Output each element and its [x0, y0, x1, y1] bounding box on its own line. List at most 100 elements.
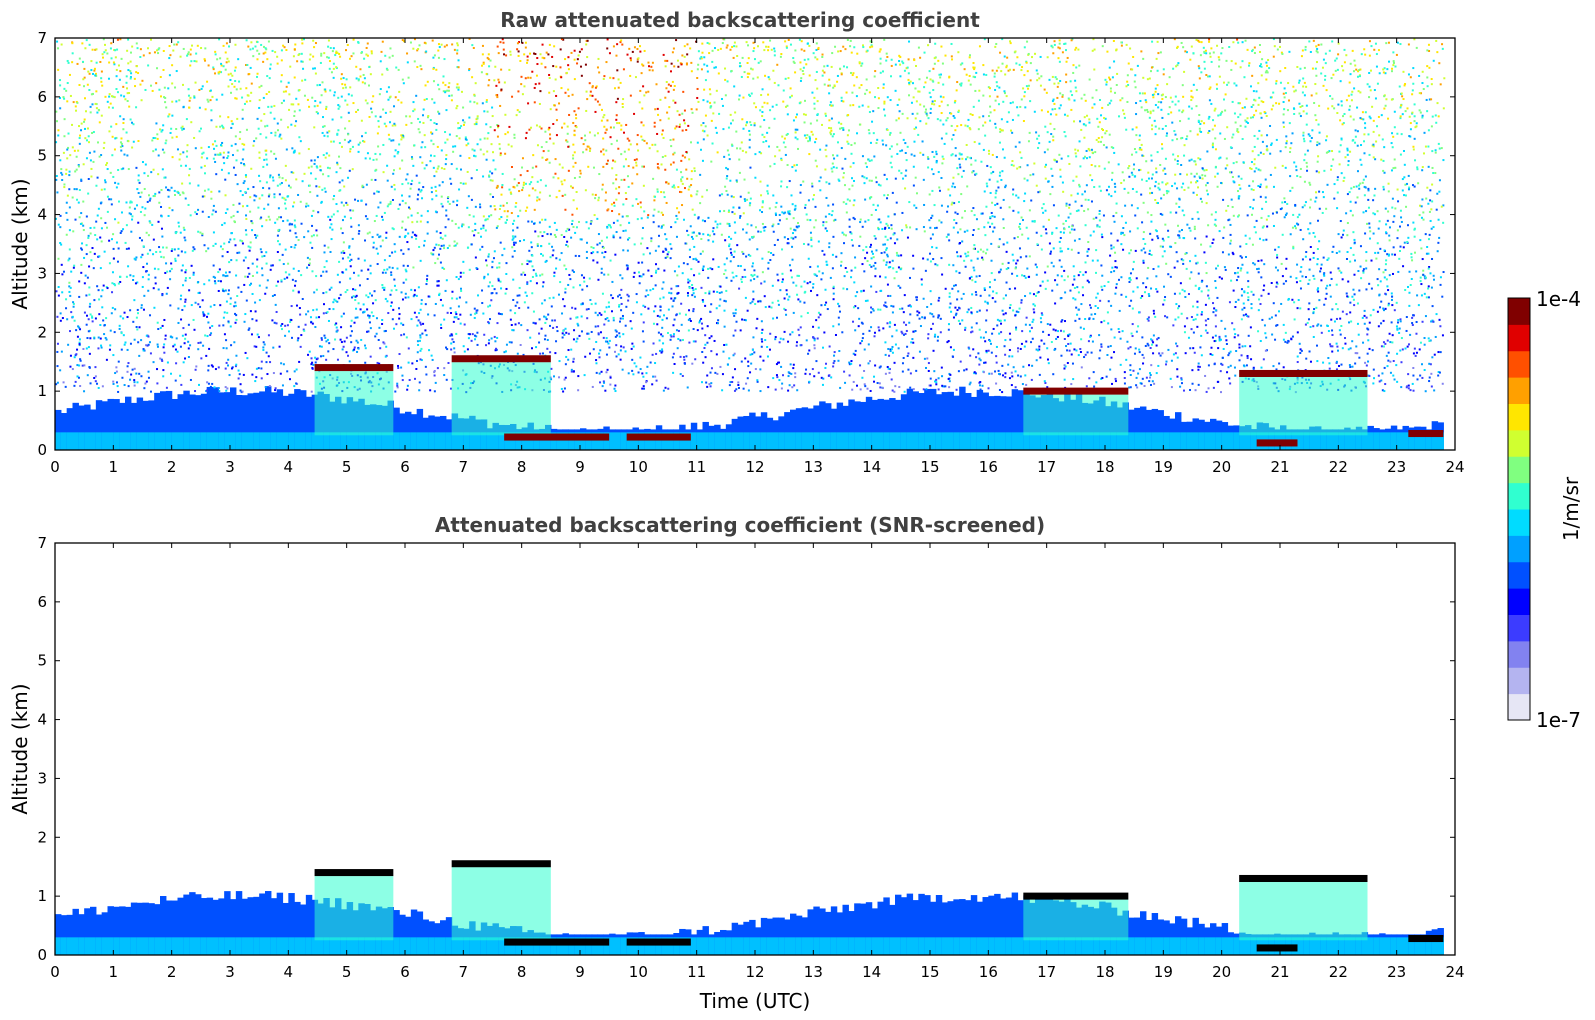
noise-speckle: [555, 340, 558, 343]
noise-speckle: [934, 263, 937, 266]
noise-speckle: [845, 202, 848, 205]
noise-speckle: [774, 155, 777, 158]
noise-speckle: [890, 64, 893, 67]
noise-speckle: [844, 381, 847, 384]
noise-speckle: [1098, 121, 1101, 124]
noise-speckle: [1360, 144, 1363, 147]
noise-speckle: [598, 103, 601, 106]
noise-speckle: [1257, 103, 1260, 106]
noise-speckle: [669, 257, 672, 260]
noise-speckle: [1075, 155, 1078, 158]
noise-speckle: [613, 201, 616, 204]
noise-speckle: [762, 359, 765, 362]
noise-speckle: [653, 125, 656, 128]
noise-speckle: [868, 179, 871, 182]
noise-speckle: [442, 90, 445, 93]
noise-speckle: [643, 94, 646, 97]
noise-speckle: [1004, 353, 1007, 356]
noise-speckle: [119, 115, 122, 118]
noise-speckle: [987, 115, 990, 118]
near-ground-cell: [428, 432, 435, 450]
noise-speckle: [1241, 106, 1244, 109]
noise-speckle: [1082, 273, 1085, 276]
noise-speckle: [852, 162, 855, 165]
noise-speckle: [1017, 211, 1020, 214]
near-ground-cell: [871, 432, 879, 450]
noise-speckle: [752, 50, 755, 53]
noise-speckle: [761, 115, 764, 118]
noise-speckle: [663, 269, 666, 272]
noise-speckle: [521, 93, 524, 96]
noise-speckle: [564, 193, 567, 196]
noise-speckle: [651, 61, 654, 64]
noise-speckle: [307, 166, 310, 169]
noise-speckle: [1391, 253, 1394, 256]
noise-speckle: [1032, 293, 1035, 296]
boundary-layer-cell: [760, 412, 768, 450]
noise-speckle: [1132, 168, 1135, 171]
noise-speckle: [678, 123, 681, 126]
boundary-layer-cell: [895, 399, 902, 450]
noise-speckle: [869, 46, 872, 49]
noise-speckle: [624, 158, 627, 161]
noise-speckle: [1086, 254, 1089, 257]
noise-speckle: [243, 143, 246, 146]
noise-speckle: [731, 376, 734, 379]
noise-speckle: [812, 286, 815, 289]
noise-speckle: [1178, 305, 1181, 308]
noise-speckle: [1056, 96, 1059, 99]
noise-speckle: [207, 100, 210, 103]
noise-speckle: [1298, 342, 1301, 345]
noise-speckle: [1176, 368, 1179, 371]
noise-speckle: [1214, 334, 1217, 337]
noise-speckle: [322, 125, 325, 128]
noise-speckle: [1035, 69, 1038, 72]
noise-speckle: [746, 62, 749, 65]
noise-speckle: [1204, 174, 1207, 177]
noise-speckle: [1348, 81, 1351, 84]
near-ground-cell: [469, 432, 476, 450]
noise-speckle: [1366, 222, 1369, 225]
noise-speckle: [776, 273, 779, 276]
noise-speckle: [1419, 341, 1422, 344]
noise-speckle: [147, 194, 150, 197]
noise-speckle: [691, 208, 694, 211]
noise-speckle: [1353, 238, 1356, 241]
noise-speckle: [280, 328, 283, 331]
noise-speckle: [1270, 96, 1273, 99]
noise-speckle: [777, 299, 780, 302]
noise-speckle: [129, 213, 132, 216]
noise-speckle: [889, 131, 892, 134]
noise-speckle: [717, 72, 720, 75]
noise-speckle: [95, 90, 98, 93]
noise-speckle: [1049, 323, 1052, 326]
noise-speckle: [1048, 78, 1051, 81]
noise-speckle: [1064, 291, 1067, 294]
noise-speckle: [1382, 185, 1385, 188]
noise-speckle: [1243, 291, 1246, 294]
noise-speckle: [794, 136, 797, 139]
noise-speckle: [1218, 276, 1221, 279]
noise-speckle: [503, 351, 506, 354]
noise-speckle: [1431, 305, 1434, 308]
noise-speckle: [148, 341, 151, 344]
noise-speckle: [1308, 302, 1311, 305]
noise-speckle: [120, 137, 123, 140]
noise-speckle: [1306, 149, 1309, 152]
noise-speckle: [157, 173, 160, 176]
noise-speckle: [869, 141, 872, 144]
noise-speckle: [697, 63, 700, 66]
noise-speckle: [1012, 366, 1015, 369]
noise-speckle: [745, 382, 748, 385]
noise-speckle: [1055, 160, 1058, 163]
noise-speckle: [612, 316, 615, 319]
noise-speckle: [564, 376, 567, 379]
noise-speckle: [120, 57, 123, 60]
noise-speckle: [771, 225, 774, 228]
noise-speckle: [113, 96, 116, 99]
noise-speckle: [1154, 125, 1157, 128]
noise-speckle: [1367, 133, 1370, 136]
boundary-layer-cell: [183, 390, 190, 450]
near-ground-cell: [375, 432, 383, 450]
noise-speckle: [240, 162, 243, 165]
